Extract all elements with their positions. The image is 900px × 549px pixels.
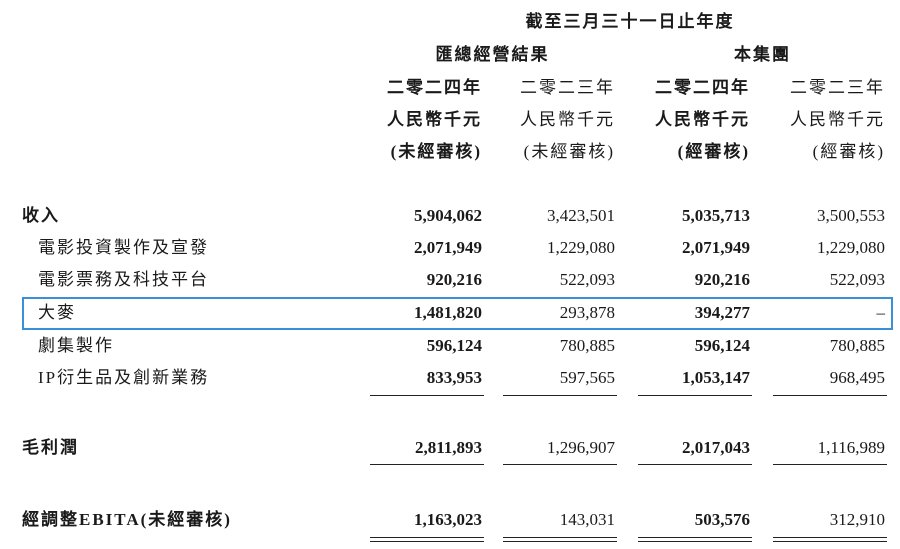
column-header: 人民幣千元	[655, 110, 750, 129]
cell-value: 596,124	[694, 336, 750, 355]
cell-value: 5,904,062	[414, 206, 482, 225]
cell-value: 920,216	[426, 270, 482, 289]
column-header: 二零二四年	[655, 78, 750, 97]
rule-line	[503, 541, 617, 542]
group-header: 匯總經營結果	[435, 45, 550, 64]
rule-line	[370, 541, 484, 542]
rule-line	[370, 464, 484, 465]
cell-value: 968,495	[829, 368, 885, 387]
row-label: IP衍生品及創新業務	[38, 368, 210, 387]
cell-value: 596,124	[426, 336, 482, 355]
highlight-box	[22, 297, 893, 330]
rule-line	[503, 395, 617, 396]
rule-line	[773, 537, 887, 538]
cell-value: 1,296,907	[547, 438, 615, 457]
cell-value: 2,017,043	[682, 438, 750, 457]
cell-value: 394,277	[694, 303, 750, 322]
cell-value: 1,229,080	[817, 238, 885, 257]
row-label: 電影投資製作及宣發	[38, 238, 209, 257]
cell-value: 3,423,501	[547, 206, 615, 225]
group-header: 本集團	[734, 45, 791, 64]
column-header: (經審核)	[677, 142, 750, 161]
rule-line	[503, 537, 617, 538]
cell-value: 780,885	[559, 336, 615, 355]
column-header: 人民幣千元	[520, 110, 615, 129]
row-label: 大麥	[38, 303, 76, 322]
cell-value: 293,878	[559, 303, 615, 322]
rule-line	[773, 395, 887, 396]
column-header: 人民幣千元	[790, 110, 885, 129]
row-label: 收入	[22, 206, 60, 225]
row-label: 毛利潤	[22, 438, 79, 457]
rule-line	[503, 464, 617, 465]
cell-value: 3,500,553	[817, 206, 885, 225]
period-header: 截至三月三十一日止年度	[525, 12, 735, 31]
cell-value: 143,031	[559, 510, 615, 529]
row-label: 經調整EBITA(未經審核)	[22, 510, 232, 529]
rule-line	[370, 537, 484, 538]
cell-value: 1,053,147	[682, 368, 750, 387]
cell-value: 503,576	[694, 510, 750, 529]
cell-value: 1,116,989	[817, 438, 885, 457]
cell-value: 2,071,949	[682, 238, 750, 257]
cell-value: 780,885	[829, 336, 885, 355]
column-header: 二零二三年	[520, 78, 615, 97]
cell-value: 920,216	[694, 270, 750, 289]
cell-value: 5,035,713	[682, 206, 750, 225]
rule-line	[638, 541, 752, 542]
cell-value: 1,481,820	[414, 303, 482, 322]
row-label: 電影票務及科技平台	[38, 270, 209, 289]
cell-value: 2,811,893	[414, 438, 482, 457]
cell-value: 522,093	[559, 270, 615, 289]
row-label: 劇集製作	[38, 336, 114, 355]
column-header: 二零二三年	[790, 78, 885, 97]
cell-value: –	[876, 303, 886, 322]
rule-line	[638, 537, 752, 538]
rule-line	[638, 464, 752, 465]
column-header: 人民幣千元	[387, 110, 482, 129]
column-header: (經審核)	[812, 142, 885, 161]
rule-line	[773, 541, 887, 542]
cell-value: 522,093	[829, 270, 885, 289]
column-header: (未經審核)	[523, 142, 615, 161]
cell-value: 312,910	[829, 510, 885, 529]
column-header: (未經審核)	[390, 142, 482, 161]
rule-line	[370, 395, 484, 396]
cell-value: 1,163,023	[414, 510, 482, 529]
cell-value: 1,229,080	[547, 238, 615, 257]
cell-value: 2,071,949	[414, 238, 482, 257]
rule-line	[638, 395, 752, 396]
column-header: 二零二四年	[387, 78, 482, 97]
cell-value: 597,565	[559, 368, 615, 387]
cell-value: 833,953	[426, 368, 482, 387]
rule-line	[773, 464, 887, 465]
